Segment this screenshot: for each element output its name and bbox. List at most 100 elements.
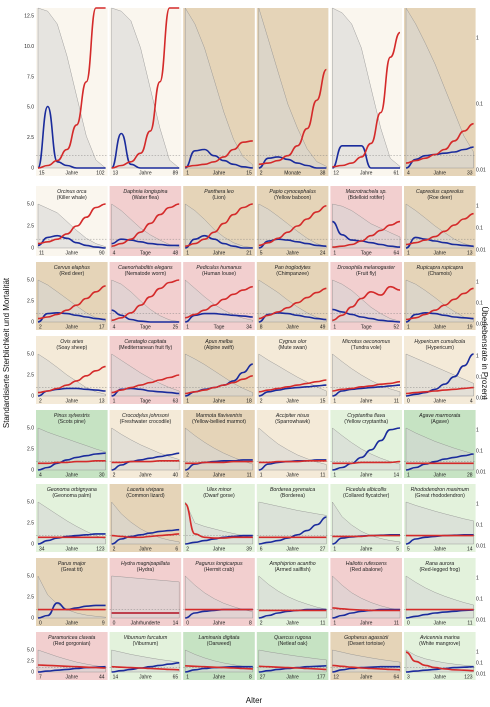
- age-unit: Jahre: [139, 547, 152, 553]
- survival-area: [111, 649, 180, 673]
- species-name: Ulex minor: [207, 487, 232, 493]
- common-name: (Armed sailfish): [275, 567, 311, 573]
- species-name: Pan troglodytes: [275, 265, 311, 271]
- common-name: (Desert tortoise): [348, 641, 385, 647]
- fertility-line: [405, 146, 474, 169]
- species-name: Hydra magnipapillata: [121, 561, 170, 567]
- species-name: Pinus sylvestris: [54, 413, 90, 419]
- common-name: (Hypericum): [426, 345, 455, 351]
- panel: Cygnus olor(Mute swan) 2 Jahre 15: [256, 336, 329, 405]
- age-unit: Jahre: [434, 251, 447, 257]
- y2-tick-label: 0.01: [476, 618, 486, 624]
- age-start: 13: [113, 171, 119, 177]
- y2-tick-label: 0.01: [476, 470, 486, 476]
- age-unit: Jahre: [66, 251, 79, 257]
- survival-area: [332, 353, 401, 397]
- age-start: 4: [39, 473, 42, 479]
- panel: Microtus oeconomus(Tundra vole) 1 Jahre 11: [330, 336, 402, 405]
- age-end: 5: [396, 547, 399, 553]
- age-end: 90: [99, 251, 105, 257]
- mortality-line: [37, 285, 106, 320]
- panel: Rana aurora(Red-legged frog) 0 Jahre 11: [404, 558, 476, 627]
- age-unit: Tage: [361, 251, 372, 257]
- panel: 1 Jahre 15: [183, 7, 255, 177]
- mortality-line: [405, 212, 474, 246]
- y-tick-label: 5.0: [27, 500, 34, 506]
- age-unit: Jahre: [66, 473, 79, 479]
- species-name: Pagurus longicarpus: [195, 561, 243, 567]
- age-end: 11: [394, 621, 399, 627]
- age-unit: Jahre: [66, 621, 79, 627]
- common-name: (Geonoma palm): [52, 493, 91, 499]
- panel: Haliotis rufescens(Red abalone) 1 Jahre 11: [330, 558, 402, 627]
- species-name: Marmota flaviventris: [196, 413, 243, 419]
- age-end: 38: [320, 171, 326, 177]
- age-end: 89: [173, 171, 179, 177]
- survival-area: [111, 427, 180, 471]
- age-unit: Jahre: [434, 171, 447, 177]
- common-name: (Borderea): [280, 493, 305, 499]
- age-unit: Jahre: [434, 325, 447, 331]
- panel: Crocodylus johnsoni(Freshwater crocodile…: [109, 410, 182, 479]
- common-name: (Fruit fly): [356, 271, 377, 277]
- y2-tick-label: 0.01: [476, 322, 486, 328]
- mortality-line: [405, 651, 474, 672]
- fertility-line: [111, 528, 180, 545]
- age-end: 177: [317, 675, 326, 681]
- common-name: (Mediterranean fruit fly): [119, 345, 173, 351]
- mortality-line: [405, 122, 474, 164]
- y2-tick-label: 0.01: [476, 672, 486, 678]
- species-name: Rana aurora: [425, 561, 454, 567]
- y2-tick-label: 1: [476, 204, 479, 210]
- age-start: 12: [333, 675, 339, 681]
- survival-area: [258, 353, 327, 397]
- y-tick-label: 2.5: [27, 447, 34, 453]
- panel: Amphiprion acantho(Armed sailfish) 2 Jahre…: [256, 558, 329, 627]
- age-end: 52: [393, 325, 399, 331]
- age-start: 1: [333, 251, 336, 257]
- panel: Ficedula albicollis(Collared flycatcher)…: [330, 484, 402, 553]
- panel: Gopherus agassizii(Desert tortoise) 12 Jah…: [330, 632, 402, 681]
- panel: Avicennia marina(White mangrove) 3 Jahre 12…: [404, 632, 476, 681]
- age-unit: Jahre: [360, 547, 373, 553]
- age-end: 102: [96, 171, 105, 177]
- age-end: 4: [470, 399, 473, 405]
- survival-area: [185, 353, 253, 397]
- common-name: (Tundra vole): [351, 345, 382, 351]
- age-start: 7: [39, 675, 42, 681]
- y-tick-label: 2.5: [27, 659, 34, 665]
- y-tick-label: 2.5: [27, 135, 34, 141]
- panel: Marmota flaviventris(Yellow-bellied marm…: [183, 410, 255, 479]
- common-name: (Red deer): [59, 271, 84, 277]
- fertility-line: [258, 238, 327, 249]
- common-name: (Chamois): [428, 271, 452, 277]
- survival-area: [332, 203, 401, 249]
- species-name: Lacerta vivipara: [127, 487, 164, 493]
- mortality-line: [185, 460, 253, 465]
- panel: Pinus sylvestris(Scots pine) 4 Jahre 30: [36, 410, 108, 479]
- age-unit: Jahre: [360, 399, 373, 405]
- panel: Paramuricea clavata(Red gorgonian) 7 Jahre…: [36, 632, 108, 681]
- age-end: 48: [173, 251, 179, 257]
- age-unit: Jahre: [286, 547, 299, 553]
- species-name: Laminaria digitata: [199, 635, 240, 641]
- y-tick-label: 0: [31, 468, 34, 474]
- y-tick-label: 5.0: [27, 574, 34, 580]
- age-start: 0: [113, 621, 116, 627]
- species-name: Ficedula albicollis: [346, 487, 387, 493]
- age-unit: Tage: [214, 325, 225, 331]
- fertility-line: [111, 238, 180, 247]
- common-name: (Dwarf gorse): [203, 493, 235, 499]
- common-name: (Red-legged frog): [419, 567, 460, 573]
- common-name: (Yellow-bellied marmot): [192, 419, 246, 425]
- age-unit: Jahre: [434, 675, 447, 681]
- fertility-line: [111, 309, 180, 323]
- y-tick-label: 0: [31, 670, 34, 676]
- panel: Laminaria digitata(Oarweed) 1 Jahre 8: [183, 632, 255, 681]
- fertility-line: [37, 452, 106, 471]
- age-unit: Jahre: [139, 473, 152, 479]
- common-name: (Water flea): [132, 195, 159, 201]
- age-start: 1: [333, 473, 336, 479]
- panel: Caenorhabditis elegans(Nematode worm) 4 Ta…: [109, 262, 182, 331]
- species-name: Orcinus orca: [57, 189, 87, 195]
